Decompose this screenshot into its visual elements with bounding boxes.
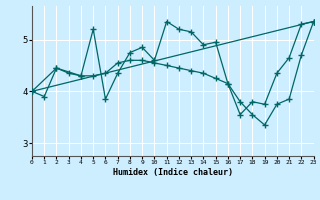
X-axis label: Humidex (Indice chaleur): Humidex (Indice chaleur) bbox=[113, 168, 233, 177]
